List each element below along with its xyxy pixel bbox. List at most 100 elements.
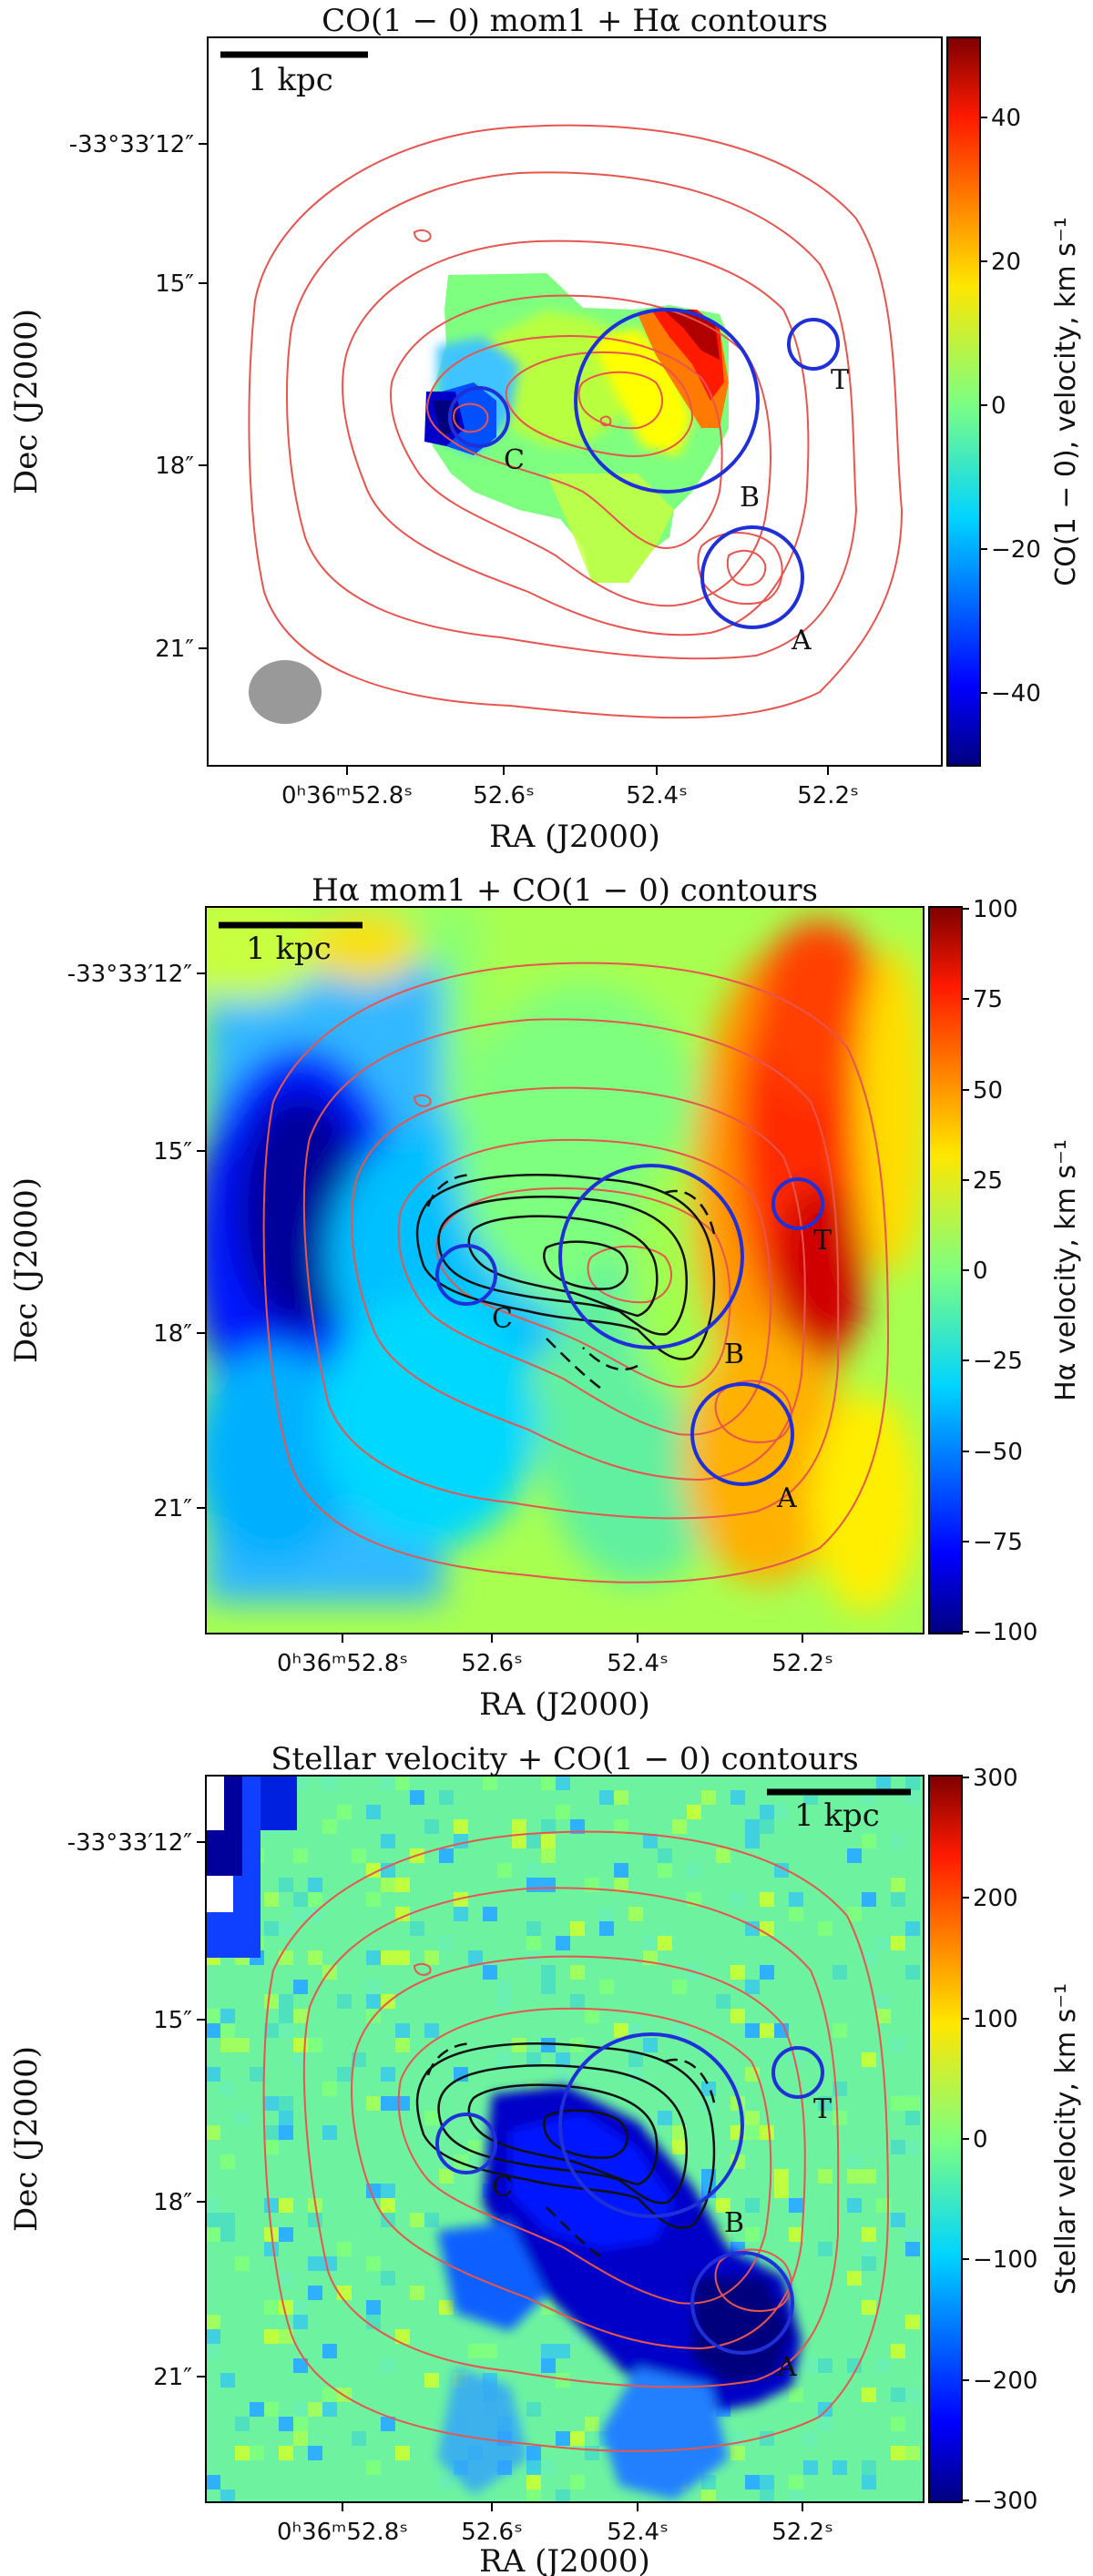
velocity-pixel — [381, 2358, 395, 2373]
velocity-pixel — [410, 1921, 424, 1936]
velocity-pixel — [745, 2023, 760, 2038]
panel3-colorbar — [928, 1775, 963, 2503]
velocity-pixel — [701, 2475, 716, 2489]
velocity-pixel — [862, 2169, 876, 2184]
panel3-ylabel: Dec (J2000) — [8, 2046, 45, 2232]
velocity-pixel — [658, 1863, 672, 1878]
region-t-circle[interactable] — [771, 2046, 824, 2099]
velocity-pixel — [424, 1819, 439, 1834]
velocity-pixel — [905, 2096, 920, 2111]
velocity-pixel — [395, 2023, 410, 2038]
velocity-pixel — [293, 1892, 308, 1907]
velocity-pixel — [366, 1950, 381, 1965]
panel1-image: C T B A 1 kpc — [208, 37, 942, 766]
velocity-pixel — [322, 1819, 337, 1834]
velocity-pixel — [220, 2227, 235, 2242]
panel2-scalebar-label: 1 kpc — [246, 931, 332, 967]
region-c-circle[interactable] — [448, 386, 510, 448]
panel2-cbtick-5: −25 — [973, 1348, 1023, 1375]
region-t-circle[interactable] — [787, 318, 840, 371]
region-a-circle[interactable] — [690, 2251, 794, 2355]
velocity-pixel — [556, 1776, 570, 1790]
velocity-pixel — [541, 2038, 556, 2052]
velocity-pixel — [891, 2038, 905, 2052]
panel2-ylabel: Dec (J2000) — [8, 1177, 45, 1363]
velocity-pixel — [643, 1834, 658, 1848]
velocity-pixel — [541, 1980, 556, 1994]
velocity-pixel — [439, 1848, 454, 1863]
velocity-pixel — [206, 2023, 220, 2038]
velocity-pixel — [293, 2417, 308, 2431]
velocity-pixel — [454, 1834, 468, 1848]
velocity-pixel — [556, 1805, 570, 1819]
panel3-frame — [205, 1775, 924, 2503]
panel1-frame — [207, 36, 943, 767]
panel2-ytick-1: 15″ — [153, 1138, 192, 1166]
velocity-pixel — [293, 2009, 308, 2023]
velocity-pixel — [716, 2198, 730, 2213]
region-t-circle[interactable] — [771, 1177, 824, 1230]
region-a-circle[interactable] — [690, 1382, 794, 1486]
velocity-pixel — [337, 2067, 352, 2082]
velocity-pixel — [730, 1790, 745, 1805]
velocity-pixel — [570, 2431, 585, 2446]
velocity-pixel — [614, 1790, 628, 1805]
panel2-cbtick-2: 50 — [973, 1077, 1003, 1105]
velocity-pixel — [672, 1819, 687, 1834]
panel3-scalebar-label: 1 kpc — [794, 1797, 880, 1834]
velocity-pixel — [789, 2388, 803, 2402]
region-a-circle[interactable] — [700, 525, 804, 629]
velocity-pixel — [439, 2300, 454, 2315]
panel1-ylabel: Dec (J2000) — [8, 309, 45, 494]
region-b-circle[interactable] — [558, 2032, 744, 2218]
velocity-pixel — [366, 1863, 381, 1878]
panel1-label-b: B — [740, 482, 760, 514]
velocity-pixel — [745, 2475, 760, 2489]
velocity-pixel — [395, 2329, 410, 2344]
panel2-xlabel: RA (J2000) — [479, 1686, 650, 1723]
velocity-pixel — [556, 2489, 570, 2502]
velocity-pixel — [585, 2009, 599, 2023]
velocity-pixel — [672, 2140, 687, 2154]
region-b-circle[interactable] — [558, 1164, 744, 1349]
panel1-xlabel: RA (J2000) — [489, 819, 660, 855]
velocity-pixel — [760, 1892, 774, 1907]
velocity-pixel — [599, 1980, 614, 1994]
velocity-pixel — [905, 2111, 920, 2125]
velocity-pixel — [279, 2125, 293, 2140]
velocity-pixel — [687, 1863, 701, 1878]
velocity-pixel — [789, 2198, 803, 2213]
velocity-pixel — [672, 2125, 687, 2140]
velocity-pixel — [483, 2344, 497, 2358]
panel2-label-t: T — [813, 1225, 832, 1257]
velocity-pixel — [235, 2417, 250, 2431]
region-c-circle[interactable] — [435, 2113, 497, 2174]
velocity-pixel — [366, 1980, 381, 1994]
velocity-pixel — [424, 2023, 439, 2038]
panel2-ytick-3: 21″ — [153, 1495, 192, 1522]
velocity-pixel — [322, 2125, 337, 2140]
velocity-pixel — [891, 1936, 905, 1950]
velocity-pixel — [818, 2169, 833, 2184]
velocity-pixel — [818, 2096, 833, 2111]
velocity-pixel — [541, 1819, 556, 1834]
velocity-pixel — [264, 2242, 279, 2256]
velocity-pixel — [279, 2271, 293, 2286]
velocity-pixel — [891, 2388, 905, 2402]
region-b-circle[interactable] — [574, 308, 760, 494]
velocity-pixel — [891, 1892, 905, 1907]
velocity-pixel — [279, 2111, 293, 2125]
velocity-pixel — [643, 2038, 658, 2052]
velocity-pixel — [745, 1980, 760, 1994]
velocity-pixel — [293, 1848, 308, 1863]
velocity-pixel — [454, 1907, 468, 1921]
velocity-pixel — [876, 1936, 891, 1950]
velocity-pixel — [760, 1819, 774, 1834]
velocity-pixel — [556, 2067, 570, 2082]
velocity-pixel — [614, 1819, 628, 1834]
velocity-pixel — [774, 2023, 789, 2038]
velocity-pixel — [512, 1819, 526, 1834]
velocity-pixel — [556, 2373, 570, 2388]
velocity-pixel — [905, 1776, 920, 1790]
region-c-circle[interactable] — [435, 1244, 497, 1306]
